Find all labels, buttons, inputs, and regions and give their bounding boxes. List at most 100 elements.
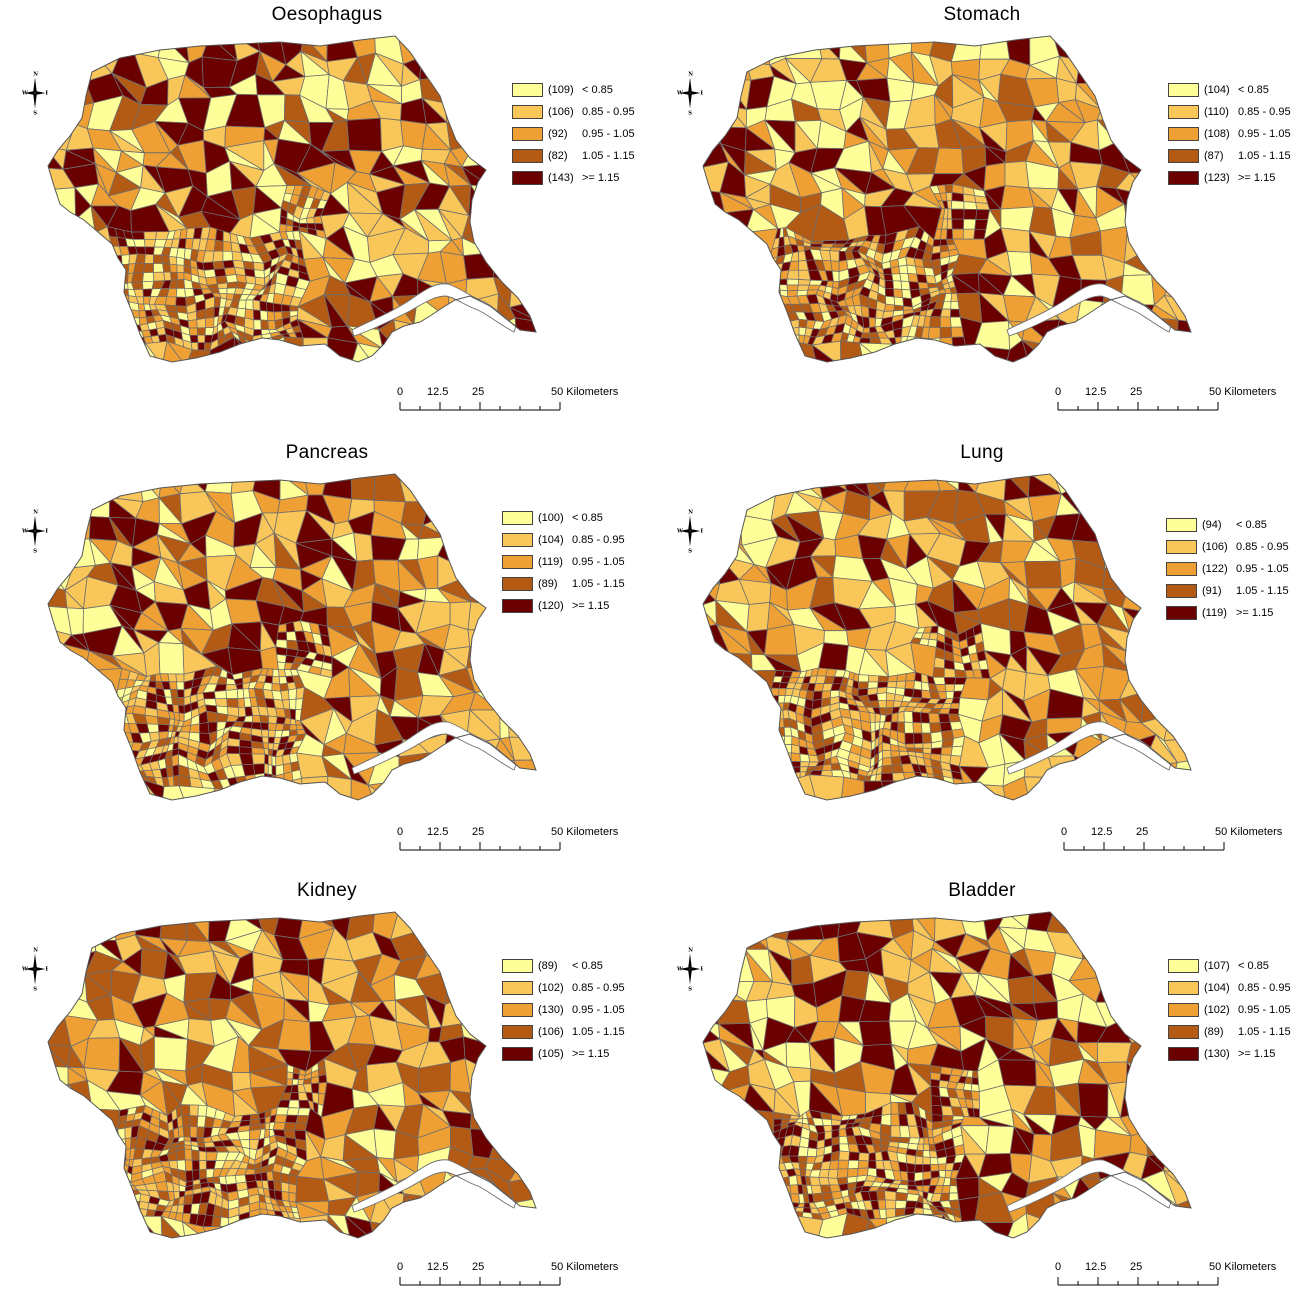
small-area-region	[353, 532, 374, 562]
small-area-region	[1142, 931, 1167, 961]
small-area-region	[421, 36, 447, 62]
small-area-region	[972, 1108, 980, 1119]
small-area-region	[743, 1197, 777, 1225]
small-area-region	[180, 1104, 191, 1116]
small-area-region	[131, 231, 145, 240]
scale-label: 0	[397, 826, 404, 838]
small-area-region	[1147, 36, 1172, 61]
small-area-region	[1117, 759, 1154, 787]
small-area-region	[799, 1168, 807, 1177]
small-area-region	[1004, 160, 1030, 189]
small-area-region	[59, 294, 85, 328]
map-panel: BladderNSWE(107)< 0.85(104)0.85 - 0.95(1…	[655, 876, 1309, 1305]
small-area-region	[460, 991, 486, 1025]
small-area-region	[251, 753, 266, 765]
small-area-region	[172, 704, 180, 714]
small-area-region	[890, 1113, 901, 1127]
small-area-region	[89, 738, 116, 764]
small-area-region	[486, 211, 513, 242]
legend-count: (119)	[1202, 607, 1227, 619]
legend-range: 0.85 - 0.95	[582, 106, 635, 118]
small-area-region	[703, 1218, 729, 1238]
small-area-region	[737, 491, 777, 522]
scale-label: 12.5	[427, 386, 449, 398]
small-area-region	[1170, 912, 1191, 935]
small-area-region	[215, 228, 224, 242]
map-regions	[703, 474, 1191, 800]
small-area-region	[928, 632, 938, 641]
small-area-region	[176, 256, 185, 266]
small-area-region	[134, 912, 163, 939]
small-area-region	[90, 912, 117, 941]
small-area-region	[1127, 971, 1152, 1003]
small-area-region	[160, 1215, 187, 1238]
small-area-region	[1171, 912, 1191, 938]
small-area-region	[703, 210, 716, 235]
small-area-region	[721, 36, 747, 63]
small-area-region	[197, 334, 206, 344]
small-area-region	[929, 625, 939, 634]
small-area-region	[491, 36, 520, 57]
small-area-region	[714, 713, 755, 736]
small-area-region	[181, 1114, 191, 1127]
small-area-region	[880, 1113, 892, 1126]
small-area-region	[715, 756, 741, 787]
small-area-region	[143, 263, 154, 274]
small-area-region	[869, 712, 876, 723]
small-area-region	[176, 271, 185, 281]
small-area-region	[59, 1167, 98, 1203]
small-area-region	[913, 743, 924, 749]
small-area-region	[762, 279, 773, 285]
small-area-region	[912, 688, 923, 699]
small-area-region	[113, 306, 126, 318]
estuary	[1006, 283, 1172, 337]
small-area-region	[703, 714, 716, 739]
small-area-region	[65, 1217, 96, 1238]
small-area-region	[161, 340, 187, 362]
small-area-region	[446, 511, 477, 538]
small-area-region	[1116, 119, 1149, 145]
small-area-region	[896, 673, 908, 682]
legend-swatch	[502, 599, 533, 613]
legend-count: (102)	[1204, 1004, 1230, 1016]
small-area-region	[64, 489, 91, 518]
small-area-region	[115, 264, 124, 276]
small-area-region	[157, 724, 170, 733]
small-area-region	[766, 292, 777, 305]
small-area-region	[245, 299, 254, 311]
small-area-region	[275, 777, 305, 800]
small-area-region	[913, 1179, 924, 1187]
small-area-region	[848, 1151, 860, 1161]
small-area-region	[189, 1126, 198, 1138]
small-area-region	[1145, 1130, 1175, 1157]
small-area-region	[868, 1152, 877, 1162]
small-area-region	[67, 664, 96, 694]
small-area-region	[828, 1159, 840, 1170]
small-area-region	[1000, 206, 1035, 232]
map-panel: PancreasNSWE(100)< 0.85(104)0.85 - 0.95(…	[0, 438, 654, 867]
small-area-region	[226, 745, 240, 755]
small-area-region	[765, 771, 777, 779]
map-regions	[703, 36, 1191, 362]
region-boundary	[47, 911, 537, 1239]
small-area-region	[939, 316, 952, 328]
small-area-region	[450, 488, 477, 513]
small-area-region	[256, 1215, 285, 1238]
legend-range: >= 1.15	[1238, 172, 1276, 184]
small-area-region	[521, 932, 536, 961]
small-area-region	[114, 779, 143, 800]
small-area-region	[518, 54, 536, 83]
small-area-region	[1166, 1129, 1191, 1155]
small-area-region	[106, 1197, 122, 1208]
small-area-region	[1129, 97, 1143, 121]
map-panel: OesophagusNSWE(109)< 0.85(106)0.85 - 0.9…	[0, 0, 654, 429]
small-area-region	[808, 774, 845, 800]
small-area-region	[770, 270, 782, 281]
small-area-region	[774, 752, 784, 763]
small-area-region	[1095, 1194, 1127, 1226]
small-area-region	[203, 269, 217, 279]
small-area-region	[66, 232, 99, 251]
small-area-region	[464, 1058, 496, 1094]
small-area-region	[945, 690, 955, 700]
small-area-region	[717, 491, 741, 518]
